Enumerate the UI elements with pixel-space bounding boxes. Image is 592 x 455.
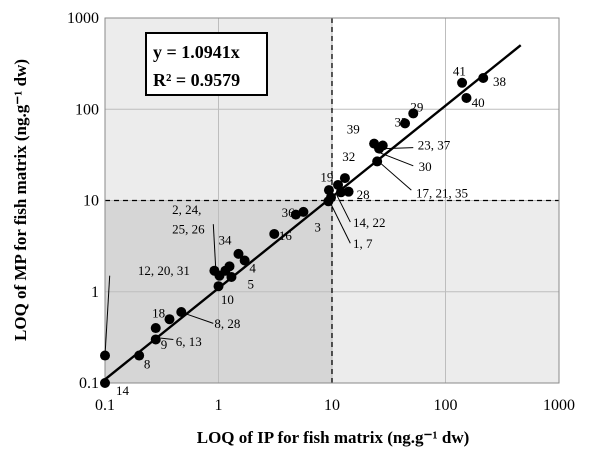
leader-line [380,152,414,167]
data-point [269,228,280,239]
data-points [100,73,489,388]
data-point [478,73,489,84]
x-axis-label: LOQ of IP for fish matrix (ng.g⁻¹ dw) [197,428,470,447]
point-label: 40 [472,95,485,110]
y-tick-label: 10 [83,193,99,210]
y-tick-labels: 0.1 1 10 100 1000 [67,10,99,392]
point-label: 41 [453,63,466,78]
data-point [134,350,145,361]
data-point [226,272,237,283]
point-label: 12, 20, 31 [138,263,190,278]
point-label: 19 [320,169,333,184]
trendline-equation: y = 1.0941x [153,42,240,62]
point-label: 28 [357,187,370,202]
data-point [377,140,388,151]
y-tick-label: 100 [75,101,99,118]
x-tick-label: 0.1 [95,397,115,414]
leader-line [212,224,217,274]
data-point [150,323,161,334]
trendline [104,44,522,381]
point-label: 3 [314,219,321,234]
point-label: 30 [419,159,432,174]
point-label: 9 [161,337,168,352]
data-point [164,314,175,325]
y-tick-label: 1000 [67,10,99,27]
x-tick-labels: 0.1 1 10 100 1000 [95,397,575,414]
point-label: 23, 37 [418,138,451,153]
point-label: 33 [394,114,407,129]
data-point [100,350,110,361]
data-point [343,186,354,197]
point-label: 16 [279,228,293,243]
point-label: 17, 21, 35 [416,185,468,200]
data-point [290,209,301,220]
point-label: 4 [249,261,256,276]
plot-border [104,17,560,384]
point-label: 25, 26 [172,221,205,236]
leader-line [160,337,174,340]
point-label: 38 [493,74,506,89]
data-point [335,187,346,198]
point-label: 5 [247,276,254,291]
y-tick-label: 1 [91,284,99,301]
data-point [323,185,334,196]
leader-line [384,147,414,150]
leader-line [104,275,111,356]
point-label: 6, 13 [176,334,202,349]
point-label: 14, 22 [353,215,386,230]
data-point [150,334,161,345]
leader-line [377,160,412,191]
data-point [298,206,309,217]
data-point [213,281,224,292]
leader-line [184,312,214,324]
x-tick-label: 1000 [543,397,575,414]
point-label: 18 [152,306,165,321]
point-label: 36 [282,205,296,220]
data-point [372,156,383,167]
point-label: 14 [116,383,130,398]
y-axis-label: LOQ of MP for fish matrix (ng.g⁻¹ dw) [11,59,30,341]
data-point [461,92,472,103]
point-label: 8 [144,356,151,371]
point-label: 29 [410,99,423,114]
point-label: 8, 28 [214,316,240,331]
data-point [339,173,350,184]
data-point [100,378,110,388]
x-tick-label: 100 [434,397,458,414]
point-label: 10 [221,292,234,307]
data-point [233,248,244,259]
point-labels: 12, 20, 31 14 89 18 6, 13 8, 28 10 54 34 2, 24, 25… [116,63,506,398]
plot-frame [104,17,560,384]
point-label: 34 [219,232,233,247]
point-label: 2, 24, [172,202,201,217]
x-tick-label: 10 [324,397,340,414]
point-label: 1, 7 [353,236,373,251]
trendline-path [104,44,522,381]
leader-line [336,194,351,223]
data-point [457,77,468,88]
data-point [408,108,419,119]
y-tick-label: 0.1 [79,375,99,392]
point-label: 39 [347,122,360,137]
data-point [400,118,411,129]
data-point [224,261,235,272]
label-leader-lines [104,147,414,356]
equation-box: y = 1.0941x R² = 0.9579 [145,32,268,96]
point-label: 32 [342,149,355,164]
leader-line [329,201,351,244]
x-tick-label: 1 [215,397,223,414]
data-point [176,306,187,317]
trendline-r2: R² = 0.9579 [153,70,240,90]
data-point [239,255,250,266]
